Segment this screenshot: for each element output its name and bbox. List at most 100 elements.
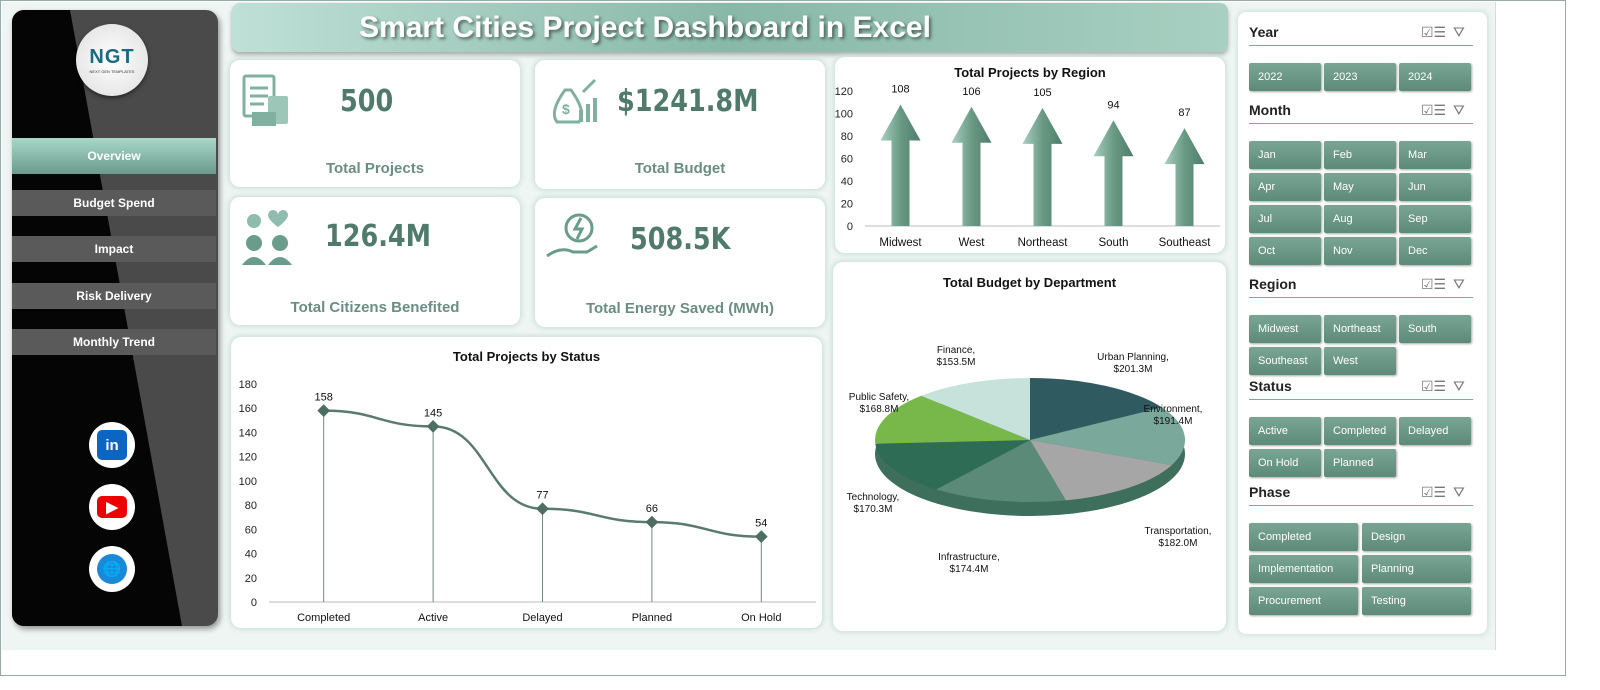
x-tick-label: South: [1098, 237, 1128, 249]
y-tick-label: 80: [245, 500, 257, 512]
clear-filter-icon[interactable]: ⛛: [1453, 378, 1465, 394]
slicer-status-header: Status ☑☰ ⛛: [1249, 378, 1473, 400]
slicer-month-item[interactable]: May: [1324, 173, 1396, 201]
slice-label-value: $170.3M: [854, 504, 893, 515]
slicer-month-item[interactable]: Aug: [1324, 205, 1396, 233]
clear-filter-icon[interactable]: ⛛: [1453, 484, 1465, 500]
slicer-status-item[interactable]: Delayed: [1399, 417, 1471, 445]
nav-monthly-trend[interactable]: Monthly Trend: [12, 329, 216, 355]
data-label: 66: [646, 503, 658, 515]
data-label: 106: [962, 86, 980, 98]
nav-risk-delivery[interactable]: Risk Delivery: [12, 283, 216, 309]
multi-select-icon[interactable]: ☑☰: [1421, 276, 1447, 292]
x-tick-label: Northeast: [1018, 237, 1069, 249]
slicer-phase-item[interactable]: Planning: [1362, 555, 1471, 583]
logo-subtext: NEXT GEN TEMPLATES: [89, 69, 135, 74]
pie-chart-title: Total Budget by Department: [942, 275, 1117, 290]
kpi-value: 126.4M: [325, 219, 432, 254]
y-tick-label: 60: [245, 524, 257, 536]
slicer-month-item[interactable]: Jan: [1249, 141, 1321, 169]
slicer-phase-item[interactable]: Design: [1362, 523, 1471, 551]
slicer-month-header: Month ☑☰ ⛛: [1249, 102, 1473, 124]
data-point: [317, 404, 331, 418]
slice-label-name: Finance,: [937, 345, 975, 356]
data-label: 145: [424, 407, 442, 419]
slicer-phase-item[interactable]: Testing: [1362, 587, 1471, 615]
linkedin-link[interactable]: in: [89, 422, 135, 468]
y-tick-label: 100: [239, 476, 257, 488]
slicer-month-item[interactable]: Jul: [1249, 205, 1321, 233]
slicer-year-header: Year ☑☰ ⛛: [1249, 24, 1473, 46]
slicer-region-item[interactable]: Northeast: [1324, 315, 1396, 343]
nav-impact[interactable]: Impact: [12, 236, 216, 262]
youtube-link[interactable]: ▶: [89, 484, 135, 530]
slicer-month-item[interactable]: Nov: [1324, 237, 1396, 265]
data-point: [645, 515, 659, 529]
data-label: 77: [536, 490, 548, 502]
x-tick-label: On Hold: [741, 612, 781, 624]
slicer-status-item[interactable]: Planned: [1324, 449, 1396, 477]
slice-label-name: Environment,: [1144, 404, 1203, 415]
region-chart-title: Total Projects by Region: [954, 65, 1106, 80]
slicer-status-item[interactable]: On Hold: [1249, 449, 1321, 477]
status-chart: Total Projects by Status 0 20 40 60 80 100 120…: [231, 337, 822, 628]
kpi-label: Total Energy Saved (MWh): [585, 300, 775, 317]
page-title: Smart Cities Project Dashboard in Excel: [232, 3, 1228, 52]
y-tick-label: 180: [239, 379, 257, 391]
slicer-month-item[interactable]: Feb: [1324, 141, 1396, 169]
data-point: [536, 502, 549, 516]
kpi-card-total-projects: 500 Total Projects: [230, 60, 520, 187]
slicer-year-item[interactable]: 2022: [1249, 63, 1321, 91]
citizens-icon: [240, 209, 292, 265]
slicer-year-item[interactable]: 2023: [1324, 63, 1396, 91]
slicer-year-item[interactable]: 2024: [1399, 63, 1471, 91]
x-tick-label: Planned: [632, 612, 672, 624]
slicer-phase-item[interactable]: Implementation: [1249, 555, 1358, 583]
slicer-phase-item[interactable]: Completed: [1249, 523, 1358, 551]
slicer-month-item[interactable]: Jun: [1399, 173, 1471, 201]
x-tick-label: Active: [418, 612, 448, 624]
slicer-phase-item[interactable]: Procurement: [1249, 587, 1358, 615]
status-chart-title: Total Projects by Status: [452, 349, 601, 364]
clipboard-calculator-icon: [240, 72, 292, 128]
multi-select-icon[interactable]: ☑☰: [1421, 484, 1447, 500]
department-pie-chart: Total Budget by Department Urban Plannin…: [833, 262, 1226, 631]
data-point: [754, 530, 768, 543]
slice-label-name: Technology,: [847, 492, 900, 503]
clear-filter-icon[interactable]: ⛛: [1453, 102, 1465, 118]
y-tick-label: 40: [245, 549, 257, 561]
multi-select-icon[interactable]: ☑☰: [1421, 24, 1447, 40]
slicer-status-item[interactable]: Active: [1249, 417, 1321, 445]
kpi-card-total-budget: $ $1241.8M Total Budget: [535, 60, 825, 189]
slicer-region-item[interactable]: Southeast: [1249, 347, 1321, 375]
region-chart: Total Projects by Region 0 20 40 60 80 100 120…: [835, 57, 1225, 253]
slice-label-value: $182.0M: [1159, 538, 1198, 549]
kpi-card-total-citizens-benefited: 126.4M Total Citizens Benefited: [230, 197, 520, 325]
pie-slice-technology: [875, 440, 1030, 490]
slicer-month-item[interactable]: Mar: [1399, 141, 1471, 169]
slice-label-value: $153.5M: [937, 357, 976, 368]
nav-overview[interactable]: Overview: [12, 138, 216, 174]
data-point: [426, 420, 440, 433]
slicer-status-item[interactable]: Completed: [1324, 417, 1396, 445]
clear-filter-icon[interactable]: ⛛: [1453, 24, 1465, 40]
y-tick-label: 80: [841, 131, 853, 143]
y-tick-label: 120: [835, 86, 853, 98]
slicer-month-item[interactable]: Oct: [1249, 237, 1321, 265]
slicer-region-item[interactable]: West: [1324, 347, 1396, 375]
slicer-month-item[interactable]: Dec: [1399, 237, 1471, 265]
slice-label-value: $174.4M: [950, 564, 989, 575]
slicer-month-item[interactable]: Sep: [1399, 205, 1471, 233]
x-tick-label: Completed: [297, 612, 350, 624]
slice-label-name: Public Safety,: [849, 392, 909, 403]
money-bag-growth-icon: $: [545, 72, 597, 128]
multi-select-icon[interactable]: ☑☰: [1421, 102, 1447, 118]
slicer-month-item[interactable]: Apr: [1249, 173, 1321, 201]
slicer-region-item[interactable]: Midwest: [1249, 315, 1321, 343]
slicer-region-item[interactable]: South: [1399, 315, 1471, 343]
globe-link[interactable]: 🌐: [89, 546, 135, 592]
y-tick-label: 120: [239, 452, 257, 464]
clear-filter-icon[interactable]: ⛛: [1453, 276, 1465, 292]
nav-budget-spend[interactable]: Budget Spend: [12, 190, 216, 216]
multi-select-icon[interactable]: ☑☰: [1421, 378, 1447, 394]
